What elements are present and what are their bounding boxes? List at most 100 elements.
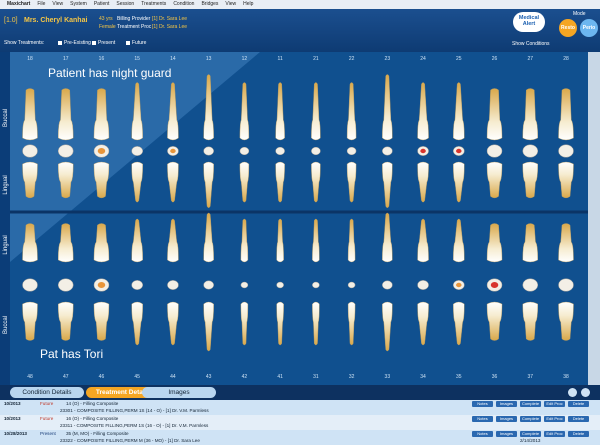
tooth-number[interactable]: 48 <box>27 374 33 380</box>
tooth-number[interactable]: 14 <box>170 56 176 62</box>
filter-checkbox[interactable]: Pre-Existing <box>58 40 91 46</box>
tooth-number[interactable]: 15 <box>134 56 140 62</box>
tooth <box>347 218 356 263</box>
tooth-number[interactable]: 33 <box>385 374 391 380</box>
tooth <box>239 82 250 141</box>
row-button[interactable]: Notes <box>472 401 493 407</box>
tooth-occlusal <box>486 144 503 158</box>
tab[interactable]: Images <box>142 387 216 398</box>
tooth <box>346 161 357 203</box>
tooth-number[interactable]: 21 <box>313 56 319 62</box>
tooth <box>382 161 393 208</box>
tooth <box>558 301 574 341</box>
row-button[interactable]: Images <box>496 431 517 437</box>
medical-alert-button[interactable]: Medical Alert <box>513 12 545 32</box>
menu-item[interactable]: Treatments <box>141 1 167 7</box>
tooth-number[interactable]: 24 <box>420 56 426 62</box>
tooth-number[interactable]: 26 <box>492 56 498 62</box>
menu-item[interactable]: Session <box>116 1 135 7</box>
tooth <box>486 223 503 263</box>
tooth-number[interactable]: 35 <box>456 374 462 380</box>
side-label: Lingual <box>3 235 9 254</box>
row-button[interactable]: Notes <box>472 431 493 437</box>
tooth-number[interactable]: 43 <box>206 374 212 380</box>
menu-item[interactable]: View <box>52 1 64 7</box>
menu-item[interactable]: Condition <box>173 1 195 7</box>
menu-item[interactable]: Help <box>243 1 254 7</box>
show-conditions[interactable]: Show Conditions <box>512 41 550 47</box>
mode-button[interactable]: Perio <box>580 19 598 37</box>
tooth <box>93 301 110 341</box>
tooth-number[interactable]: 28 <box>563 56 569 62</box>
row-button[interactable]: Edit Proc <box>544 431 565 437</box>
tooth-occlusal <box>22 278 38 292</box>
treatment-label: Treatment Proc <box>117 24 152 30</box>
treatment-procedure: 14 (O) - Filling Composite <box>66 401 119 406</box>
tooth-number[interactable]: 41 <box>277 374 283 380</box>
tooth-number[interactable]: 17 <box>63 56 69 62</box>
tooth-number[interactable]: 23 <box>385 56 391 62</box>
menu-item[interactable]: Patient <box>93 1 110 7</box>
menu-item[interactable]: System <box>70 1 87 7</box>
treatment-date: 10/2013 <box>4 416 21 421</box>
tooth-number[interactable]: 16 <box>99 56 105 62</box>
treatment-status: Future <box>40 401 54 406</box>
tooth-number[interactable]: 18 <box>27 56 33 62</box>
treatment-row[interactable]: 10/2013 Future 16 (O) - Filling Composite 2… <box>0 415 600 430</box>
row-button[interactable]: Edit Proc <box>544 401 565 407</box>
menu-item[interactable]: Bridges <box>201 1 219 7</box>
treatment-row[interactable]: 10/28/2013 Present 35 (M, MO) - Filling Co… <box>0 430 600 445</box>
treatment-status: Future <box>40 416 54 421</box>
tooth <box>240 218 249 263</box>
tooth-number[interactable]: 44 <box>170 374 176 380</box>
tooth-number[interactable]: 38 <box>563 374 569 380</box>
tooth-number[interactable]: 25 <box>456 56 462 62</box>
mode-button[interactable]: Resto <box>559 19 577 37</box>
tooth-number[interactable]: 32 <box>349 374 355 380</box>
row-button[interactable]: Delete <box>568 431 589 437</box>
tooth-number[interactable]: 45 <box>134 374 140 380</box>
tooth-occlusal <box>131 280 143 290</box>
row-button[interactable]: Notes <box>472 416 493 422</box>
tooth-chart: Patient has night guard Pat has Tori Buc… <box>0 52 600 385</box>
scroll-down[interactable] <box>581 388 590 397</box>
tooth <box>382 301 393 352</box>
treatment-row[interactable]: 10/2013 Future 14 (O) - Filling Composite 2… <box>0 400 600 415</box>
tooth-number[interactable]: 11 <box>278 56 283 62</box>
row-button[interactable]: Complete <box>520 401 541 407</box>
tooth-number[interactable]: 12 <box>242 56 248 62</box>
row-button[interactable]: Complete <box>520 431 541 437</box>
treatment-detail: 23301 - COMPOSITE FILLING,PERM 1S (14 - … <box>60 408 209 413</box>
tooth-number[interactable]: 13 <box>206 56 212 62</box>
window-title: Maxichart <box>7 1 31 7</box>
tooth-number[interactable]: 34 <box>420 374 426 380</box>
tooth <box>131 218 143 263</box>
tooth <box>58 161 74 199</box>
row-button[interactable]: Delete <box>568 401 589 407</box>
tooth-number[interactable]: 42 <box>242 374 248 380</box>
tooth-number[interactable]: 31 <box>313 374 319 380</box>
tooth-number[interactable]: 22 <box>349 56 355 62</box>
restoration <box>490 282 499 288</box>
tooth-number[interactable]: 46 <box>99 374 105 380</box>
tooth-occlusal <box>346 146 357 156</box>
tooth-occlusal <box>240 281 249 289</box>
tab[interactable]: Condition Details <box>10 387 84 398</box>
scroll-up[interactable] <box>568 388 577 397</box>
row-button[interactable]: Complete <box>520 416 541 422</box>
tab[interactable]: Treatment Details <box>86 387 160 398</box>
row-button[interactable]: Images <box>496 416 517 422</box>
tooth-number[interactable]: 27 <box>527 56 533 62</box>
tooth-occlusal <box>312 281 320 289</box>
row-button[interactable]: Edit Proc <box>544 416 565 422</box>
filter-checkbox[interactable]: Present <box>92 40 116 46</box>
tooth-number[interactable]: 37 <box>527 374 533 380</box>
tooth-number[interactable]: 47 <box>63 374 69 380</box>
menu-item[interactable]: View <box>225 1 237 7</box>
menu-item[interactable]: File <box>37 1 46 7</box>
row-button[interactable]: Delete <box>568 416 589 422</box>
tooth-number[interactable]: 36 <box>492 374 498 380</box>
tooth <box>131 161 143 203</box>
filter-checkbox[interactable]: Future <box>126 40 147 46</box>
row-button[interactable]: Images <box>496 401 517 407</box>
